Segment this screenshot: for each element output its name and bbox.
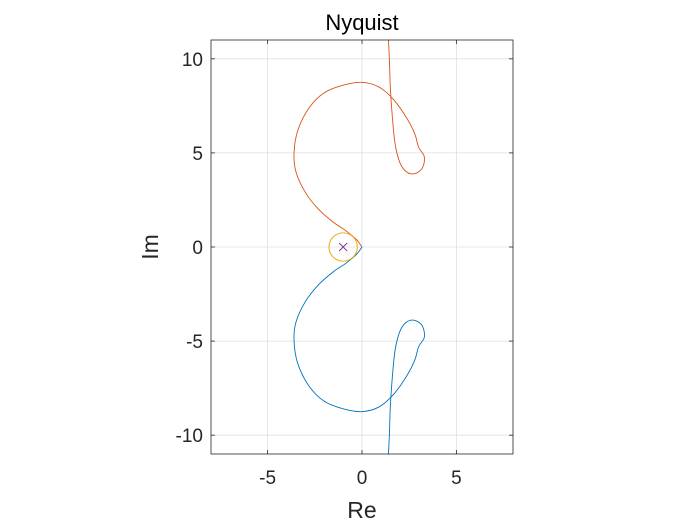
y-tick-label: 5	[192, 144, 203, 165]
y-tick-label: -10	[176, 426, 203, 447]
tick-labels: -5 0 5 10 5 0 -5 -10	[176, 50, 462, 489]
chart-title: Nyquist	[325, 10, 398, 35]
x-tick-label: -5	[259, 468, 276, 489]
x-tick-label: 0	[357, 468, 368, 489]
series-line-2	[293, 40, 425, 248]
x-tick-label: 5	[451, 468, 462, 489]
x-axis-label: Re	[347, 497, 376, 523]
y-tick-label: -5	[186, 332, 203, 353]
critical-point-marker	[338, 242, 348, 252]
tick-marks	[211, 40, 513, 454]
series-group	[293, 40, 425, 454]
y-tick-label: 0	[192, 238, 203, 259]
y-tick-label: 10	[182, 50, 203, 71]
series-line-1	[293, 246, 425, 454]
y-axis-label: Im	[137, 234, 163, 260]
critical-circle	[328, 232, 358, 262]
